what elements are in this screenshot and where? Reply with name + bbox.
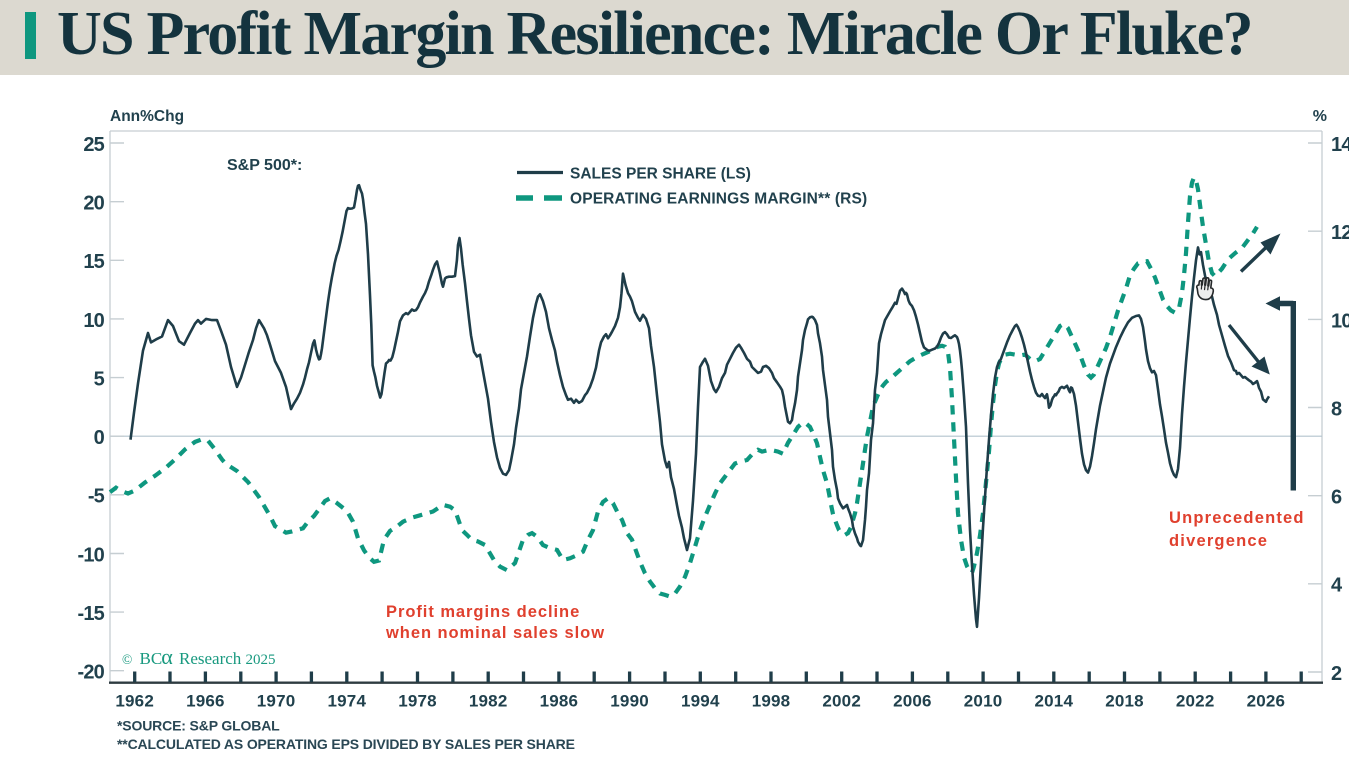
- svg-text:2006: 2006: [893, 692, 932, 711]
- svg-text:1982: 1982: [469, 692, 508, 711]
- svg-text:15: 15: [83, 251, 104, 273]
- svg-text:1966: 1966: [186, 692, 225, 711]
- svg-text:-5: -5: [88, 486, 105, 508]
- svg-text:-15: -15: [77, 603, 104, 625]
- svg-text:8: 8: [1331, 398, 1342, 420]
- svg-text:1978: 1978: [398, 692, 437, 711]
- svg-text:2022: 2022: [1176, 692, 1215, 711]
- svg-text:2026: 2026: [1247, 692, 1286, 711]
- svg-text:12: 12: [1331, 222, 1349, 244]
- svg-text:divergence: divergence: [1169, 532, 1268, 550]
- svg-text:4: 4: [1331, 575, 1343, 597]
- svg-text:14: 14: [1331, 134, 1349, 156]
- svg-text:6: 6: [1331, 487, 1342, 509]
- svg-text:*SOURCE: S&P GLOBAL: *SOURCE: S&P GLOBAL: [117, 718, 280, 734]
- svg-text:10: 10: [1331, 310, 1349, 332]
- svg-text:OPERATING EARNINGS MARGIN** (R: OPERATING EARNINGS MARGIN** (RS): [570, 191, 867, 208]
- svg-text:SALES PER SHARE (LS): SALES PER SHARE (LS): [570, 166, 751, 183]
- svg-text:2018: 2018: [1105, 692, 1144, 711]
- svg-text:10: 10: [83, 310, 104, 332]
- svg-text:-10: -10: [77, 544, 104, 566]
- svg-text:1994: 1994: [681, 692, 720, 711]
- svg-text:**CALCULATED AS OPERATING EPS: **CALCULATED AS OPERATING EPS DIVIDED BY…: [117, 736, 575, 752]
- svg-text:when nominal sales slow: when nominal sales slow: [385, 624, 605, 642]
- svg-text:2: 2: [1331, 663, 1342, 685]
- svg-text:© BCα Research 2025: © BCα Research 2025: [122, 644, 276, 669]
- svg-text:2010: 2010: [964, 692, 1003, 711]
- svg-text:1962: 1962: [115, 692, 154, 711]
- svg-text:5: 5: [94, 368, 105, 390]
- svg-text:20: 20: [83, 193, 104, 215]
- svg-text:Profit margins decline: Profit margins decline: [386, 603, 580, 621]
- svg-text:1986: 1986: [540, 692, 579, 711]
- svg-text:2014: 2014: [1034, 692, 1073, 711]
- svg-text:1974: 1974: [327, 692, 366, 711]
- svg-text:Ann%Chg: Ann%Chg: [110, 108, 184, 125]
- svg-text:1990: 1990: [610, 692, 649, 711]
- svg-text:Unprecedented: Unprecedented: [1169, 509, 1305, 527]
- svg-text:1998: 1998: [752, 692, 791, 711]
- svg-text:2002: 2002: [822, 692, 861, 711]
- svg-text:-20: -20: [77, 662, 104, 684]
- svg-text:%: %: [1313, 108, 1327, 125]
- svg-text:S&P 500*:: S&P 500*:: [227, 157, 302, 174]
- svg-text:1970: 1970: [257, 692, 296, 711]
- svg-text:25: 25: [83, 134, 104, 156]
- svg-text:0: 0: [94, 427, 105, 449]
